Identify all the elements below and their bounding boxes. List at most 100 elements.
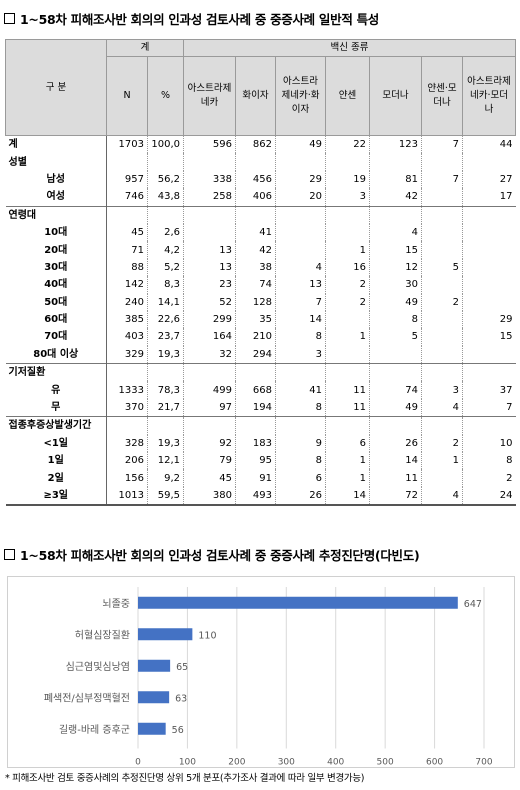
table-cell: 14,1 [147,293,184,311]
table-cell: 206 [106,452,148,470]
table-cell: 74 [235,276,276,294]
table-row: 20대 71 4,2 13 42 1 15 [5,241,516,259]
table-row: 70대 403 23,7 164 210 8 1 5 15 [5,328,516,346]
table-cell: 72 [369,486,422,507]
table-cell [183,363,236,382]
table-cell [325,363,370,382]
table-cell: 380 [183,486,236,507]
table-cell: 14 [325,486,370,507]
table-cell [275,223,326,242]
x-tick-label: 300 [278,758,295,768]
table-cell: 22 [325,135,370,154]
row-label: 40대 [5,276,107,294]
row-label: 기저질환 [5,363,107,382]
table-cell: 52 [183,293,236,311]
table-cell [325,205,370,224]
table-cell: 11 [369,469,422,487]
table-cell: 4 [275,258,326,277]
table-cell: 194 [235,398,276,417]
row-label: 계 [5,135,107,154]
table-cell: 8 [275,328,326,346]
category-label: 뇌졸중 [102,598,130,610]
table-cell: 6 [275,469,326,487]
table-cell: 97 [183,398,236,417]
footnote: * 피해조사반 검토 중증사례의 추정진단명 상위 5개 분포(추가조사 결과에… [5,773,365,784]
table-cell: 7 [421,170,463,189]
table-row: 50대 240 14,1 52 128 7 2 49 2 [5,293,516,311]
header-vaccine-type: 백신 종류 [182,39,517,57]
table-row: 2일 156 9,2 45 91 6 1 11 2 [5,469,516,487]
table-cell: 164 [183,328,236,346]
row-label: 유 [5,381,107,399]
bar [138,722,166,735]
data-label: 647 [464,599,482,610]
table-cell: 19 [325,170,370,189]
table-cell: 370 [106,398,148,417]
table-cell [147,416,184,435]
table-cell: 493 [235,486,276,507]
table-cell: 183 [235,434,276,453]
table-cell: 8 [369,310,422,329]
table-cell [421,363,463,382]
table-cell: 49 [275,135,326,154]
table-cell: 499 [183,381,236,399]
row-label: 여성 [5,188,107,207]
table-cell: 5 [369,328,422,346]
table-cell [235,153,276,171]
data-label: 110 [198,630,216,641]
table-cell [275,241,326,259]
table-cell: 49 [369,398,422,417]
table-cell: 1 [325,469,370,487]
row-label: 10대 [5,223,107,242]
table-row: 기저질환 [5,363,516,382]
table-cell [421,416,463,435]
bar [138,596,458,609]
table-cell: 1 [421,452,463,470]
table-cell [275,153,326,171]
data-label: 56 [172,725,184,736]
table-cell: 8,3 [147,276,184,294]
table-cell: 27 [461,170,516,189]
table-cell: 38 [235,258,276,277]
header-vaccine: 화이자 [235,56,276,136]
table-row: 30대 88 5,2 13 38 4 16 12 5 [5,258,516,277]
table-cell [325,310,370,329]
table-cell [421,205,463,224]
table-cell: 26 [275,486,326,507]
table-cell: 11 [325,398,370,417]
table-cell [369,345,422,364]
table-cell: 43,8 [147,188,184,207]
table-cell [325,345,370,364]
row-label: 70대 [5,328,107,346]
table-cell: 23 [183,276,236,294]
table-cell: 142 [106,276,148,294]
table-cell: 3 [325,188,370,207]
table-cell: 4,2 [147,241,184,259]
table-cell: 5 [421,258,463,277]
table-cell [183,205,236,224]
header-vaccine: 아스트라제네카 [183,56,236,136]
header-group: 구 분 [5,39,107,136]
table-row: 유 1333 78,3 499 668 41 11 74 3 37 [5,381,516,399]
table-cell [421,223,463,242]
table-cell: 123 [369,135,422,154]
row-label: 무 [5,398,107,417]
table-row: 연령대 [5,205,516,224]
row-label: 80대 이상 [5,345,107,364]
table-cell: 3 [421,381,463,399]
table-cell [369,205,422,224]
row-label: 2일 [5,469,107,487]
data-label: 63 [175,693,187,704]
header-pct: % [147,56,184,136]
table-cell: 668 [235,381,276,399]
table-cell: 338 [183,170,236,189]
table-row: 60대 385 22,6 299 35 14 8 29 [5,310,516,329]
table-cell: 45 [106,223,148,242]
table-header: 구 분 계 백신 종류 N % 아스트라제네카 화이자 아스트라제네카·화이자 … [5,39,517,136]
table-cell: 7 [421,135,463,154]
table-cell: 6 [325,434,370,453]
table-cell: 456 [235,170,276,189]
table-cell: 258 [183,188,236,207]
table-cell [147,205,184,224]
table-cell: 1 [325,328,370,346]
